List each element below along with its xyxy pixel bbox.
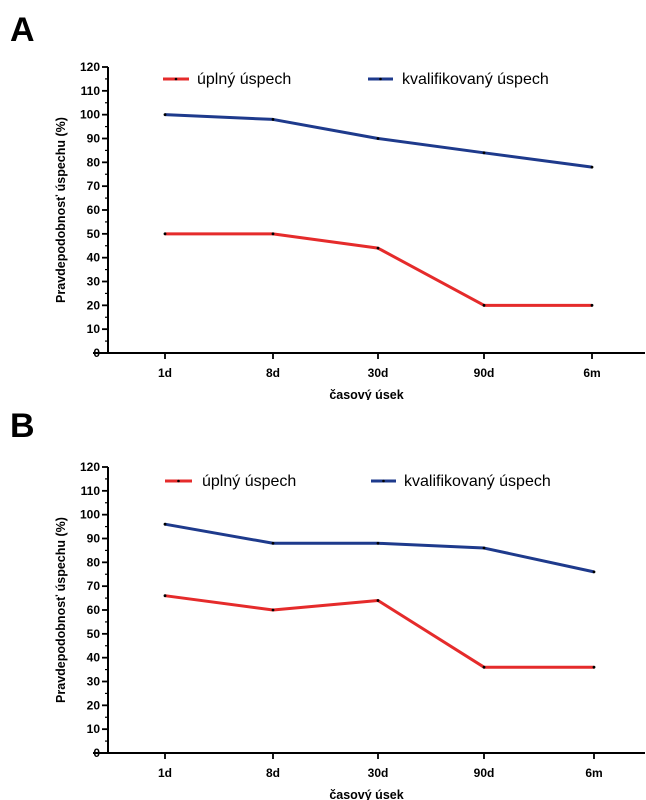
data-point xyxy=(163,522,167,526)
data-point xyxy=(592,665,596,669)
x-axis-title: časový úsek xyxy=(329,788,403,800)
y-tick-label: 30 xyxy=(87,275,101,289)
y-tick-label: 0 xyxy=(93,346,100,360)
legend-marker xyxy=(174,77,178,81)
x-tick-label: 30d xyxy=(368,766,389,780)
y-tick-label: 10 xyxy=(87,322,101,336)
series-line-uplny-uspech xyxy=(165,232,592,307)
chart-panel-a: A 0 10 20 30 40 50 60 70 80 90 100 110 120 1d 8d 30d 90d… xyxy=(10,11,645,400)
series-line-uplny-uspech xyxy=(164,594,594,669)
y-tick-label: 80 xyxy=(87,555,101,569)
data-point xyxy=(163,594,167,598)
y-tick-label: 120 xyxy=(80,60,100,74)
data-point xyxy=(271,608,275,612)
data-point xyxy=(163,232,167,236)
legend-label-kvalifikovany-uspech: kvalifikovaný úspech xyxy=(404,473,551,490)
data-point xyxy=(482,151,486,155)
y-tick-label: 20 xyxy=(87,698,101,712)
y-tick-label: 50 xyxy=(87,627,101,641)
y-tick-label: 40 xyxy=(87,251,101,265)
x-axis-title: časový úsek xyxy=(329,388,403,400)
data-point xyxy=(592,570,596,574)
y-tick-label: 50 xyxy=(87,227,101,241)
y-tick-label: 120 xyxy=(80,460,100,474)
line-chart-b: 0 10 20 30 40 50 60 70 80 90 100 110 120 1d 8d 30d 90d 6m… xyxy=(54,460,645,800)
y-tick-label: 60 xyxy=(87,203,101,217)
line-chart-a: 0 10 20 30 40 50 60 70 80 90 100 110 120 1d 8d 30d 90d 6m… xyxy=(54,60,645,400)
y-tick-label: 0 xyxy=(93,746,100,760)
y-tick-label: 90 xyxy=(87,532,101,546)
data-point xyxy=(482,303,486,307)
x-tick-label: 1d xyxy=(158,766,172,780)
data-point xyxy=(376,541,380,545)
y-axis-title: Pravdepodobnosť úspechu (%) xyxy=(54,517,68,703)
data-point xyxy=(271,118,275,121)
y-tick-label: 40 xyxy=(87,651,101,665)
series-line-kvalifikovany-uspech xyxy=(164,113,593,169)
x-tick-label: 6m xyxy=(585,766,602,780)
chart-panel-b: B 0 10 20 30 40 50 60 70 80 90 100 110 120 1d 8d 30d 90d… xyxy=(0,400,646,800)
y-tick-label: 70 xyxy=(87,579,101,593)
data-point xyxy=(482,546,486,550)
x-tick-label: 30d xyxy=(368,366,389,380)
y-tick-label: 20 xyxy=(87,298,101,312)
legend-marker xyxy=(382,479,385,483)
panel-label-b: B xyxy=(10,407,35,445)
panel-label-a: A xyxy=(10,11,35,49)
x-tick-label: 8d xyxy=(266,766,280,780)
data-point xyxy=(163,113,167,117)
y-tick-label: 110 xyxy=(81,484,101,498)
y-tick-label: 80 xyxy=(87,155,101,169)
y-tick-label: 10 xyxy=(87,722,101,736)
legend-marker xyxy=(177,479,180,483)
legend-label-uplny-uspech: úplný úspech xyxy=(202,473,296,490)
legend-label-kvalifikovany-uspech: kvalifikovaný úspech xyxy=(402,71,549,88)
y-axis-title: Pravdepodobnosť úspechu (%) xyxy=(54,117,68,303)
y-tick-label: 100 xyxy=(80,108,100,122)
data-point xyxy=(376,137,380,140)
y-tick-label: 100 xyxy=(80,508,100,522)
data-point xyxy=(271,541,275,545)
x-tick-label: 90d xyxy=(474,366,495,380)
data-point xyxy=(376,599,380,602)
y-tick-label: 30 xyxy=(87,675,101,689)
y-tick-label: 110 xyxy=(81,84,101,98)
x-tick-label: 90d xyxy=(474,766,495,780)
data-point xyxy=(482,665,486,669)
legend-marker xyxy=(379,77,382,81)
y-tick-label: 90 xyxy=(87,132,101,146)
y-tick-label: 70 xyxy=(87,179,101,193)
data-point xyxy=(271,232,275,236)
x-tick-label: 8d xyxy=(266,366,280,380)
data-point xyxy=(590,165,594,169)
data-point xyxy=(376,246,380,250)
series-line-kvalifikovany-uspech xyxy=(164,522,595,574)
x-tick-label: 1d xyxy=(158,366,172,380)
legend-label-uplny-uspech: úplný úspech xyxy=(197,71,291,88)
x-tick-label: 6m xyxy=(583,366,600,380)
data-point xyxy=(590,303,594,307)
y-tick-label: 60 xyxy=(87,603,101,617)
